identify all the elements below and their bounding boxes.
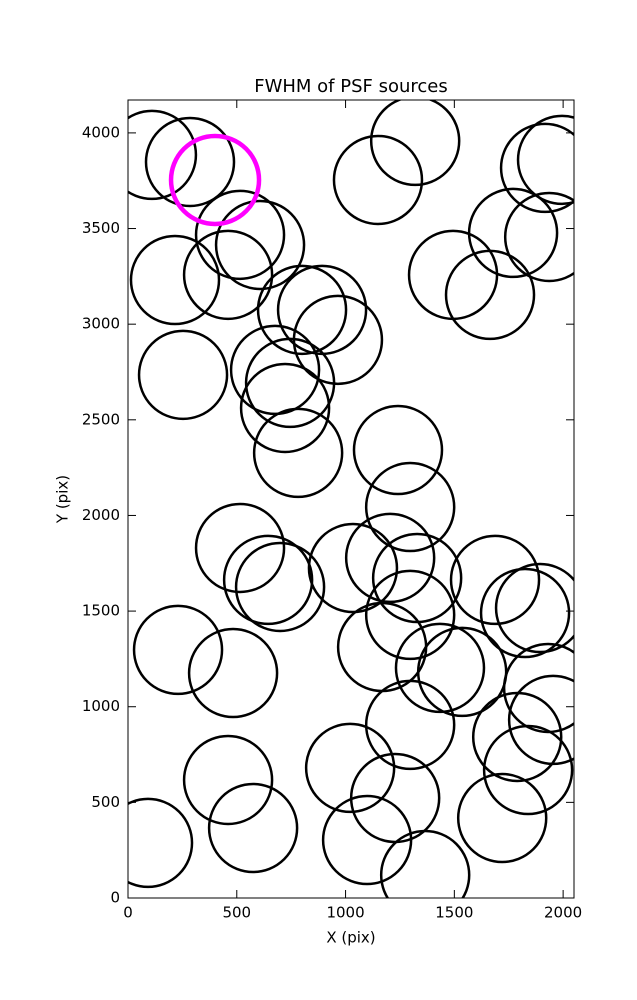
y-tick-label: 2500 [82,410,120,428]
y-tick-label: 3000 [82,315,120,333]
y-tick-label: 3500 [82,219,120,237]
source-circle [471,691,563,783]
y-tick-label: 4000 [82,123,120,141]
plot-frame [127,99,575,899]
source-circle [194,502,286,594]
source-circle [364,679,456,771]
source-circle [207,782,299,874]
source-circle [307,522,399,614]
source-circle [244,337,336,429]
source-circle [369,100,461,187]
source-circle [239,362,331,454]
source-circle [444,249,536,341]
y-tick-label: 1500 [82,602,120,620]
y-tick-label: 0 [110,889,120,907]
source-circle [394,622,486,714]
source-circle [182,229,274,321]
source-circle [256,264,348,356]
x-tick-label: 0 [123,904,133,922]
source-circle [144,116,236,208]
source-circle [229,324,321,416]
source-circle [379,829,471,898]
source-circle [364,461,456,553]
source-circle [344,512,436,604]
x-tick-label: 2000 [544,904,582,922]
source-circle [332,134,424,226]
source-circle [503,191,574,283]
source-circle [128,109,198,201]
x-tick-label: 1000 [326,904,364,922]
plot-area [128,100,574,898]
y-tick-label: 2000 [82,506,120,524]
source-circle [132,604,224,696]
source-circle [407,229,499,321]
source-circle [499,122,574,214]
source-circle [516,114,574,206]
source-circle [129,234,221,326]
source-circle [482,724,574,816]
y-tick-label: 500 [91,793,120,811]
x-tick-label: 500 [222,904,251,922]
source-circle [364,569,456,661]
source-circle [222,534,314,626]
source-circle [456,772,548,864]
source-circle [352,404,444,496]
source-circle [128,797,194,889]
source-circle [252,407,344,499]
source-circle [479,567,571,659]
source-circle [336,601,428,693]
source-circle [494,562,574,654]
source-circle [137,329,229,421]
source-circle [321,794,413,886]
source-circle [214,199,306,291]
source-circle [416,626,508,718]
x-axis-label: X (pix) [326,929,375,947]
x-tick-label: 1500 [435,904,473,922]
source-circle [449,534,541,626]
source-circle [182,734,274,826]
source-circle [304,722,396,814]
y-tick-label: 1000 [82,697,120,715]
source-circle [276,264,368,356]
source-circle [168,133,262,227]
chart-title: FWHM of PSF sources [254,76,448,97]
y-axis-label: Y (pix) [54,475,72,524]
source-circle [194,189,286,281]
source-circle [507,674,574,766]
source-circle [502,642,574,734]
source-circle [187,627,279,719]
source-circle [234,541,326,633]
